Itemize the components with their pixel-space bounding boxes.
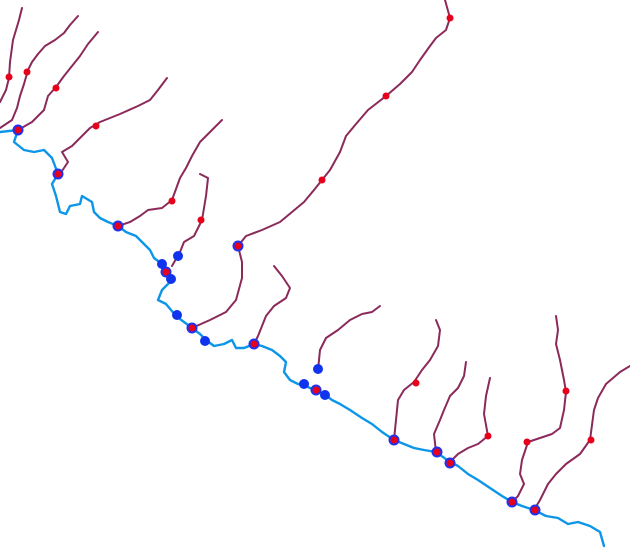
confluence-point	[444, 457, 456, 469]
red-point	[52, 84, 60, 92]
confluence-point	[232, 240, 244, 252]
confluence-point	[112, 220, 124, 232]
confluence-point	[310, 384, 322, 396]
red-point	[23, 68, 31, 76]
tributary-line	[253, 265, 291, 345]
confluence-point	[431, 446, 443, 458]
main-river-line	[0, 128, 606, 548]
tributary-line	[237, 0, 451, 247]
red-point	[382, 92, 390, 100]
red-point	[318, 176, 326, 184]
tributary-line	[433, 361, 467, 453]
tributary-line	[191, 245, 243, 329]
blue-point	[172, 310, 182, 320]
main-river-layer	[0, 128, 606, 548]
tributary-line	[117, 119, 223, 227]
blue-point	[313, 364, 323, 374]
tributary-line	[0, 7, 23, 103]
red-point	[5, 73, 13, 81]
red-point	[92, 122, 100, 130]
red-point-layer	[5, 14, 595, 446]
confluence-point	[388, 434, 400, 446]
tributary-line	[511, 315, 567, 503]
red-point	[562, 387, 570, 395]
tributary-layer	[0, 0, 630, 511]
red-point	[484, 432, 492, 440]
confluence-point	[12, 124, 24, 136]
tributary-line	[393, 319, 441, 441]
confluence-layer	[12, 124, 541, 516]
red-point	[523, 438, 531, 446]
tributary-line	[533, 365, 630, 511]
blue-point	[299, 379, 309, 389]
tributary-line	[0, 15, 79, 129]
confluence-point	[529, 504, 541, 516]
tributary-line	[171, 173, 209, 267]
tributary-line	[17, 31, 99, 131]
blue-point	[173, 251, 183, 261]
red-point	[197, 216, 205, 224]
blue-point	[320, 390, 330, 400]
red-point	[446, 14, 454, 22]
red-point	[168, 197, 176, 205]
tributary-line	[59, 77, 168, 175]
blue-point	[166, 274, 176, 284]
tributary-line	[317, 305, 381, 371]
confluence-point	[52, 168, 64, 180]
tributary-line	[449, 377, 491, 463]
confluence-point	[506, 496, 518, 508]
confluence-point	[160, 266, 172, 278]
blue-point	[157, 259, 167, 269]
blue-point-layer	[157, 251, 330, 400]
confluence-point	[186, 322, 198, 334]
red-point	[587, 436, 595, 444]
blue-point	[200, 336, 210, 346]
red-point	[412, 379, 420, 387]
confluence-point	[248, 338, 260, 350]
